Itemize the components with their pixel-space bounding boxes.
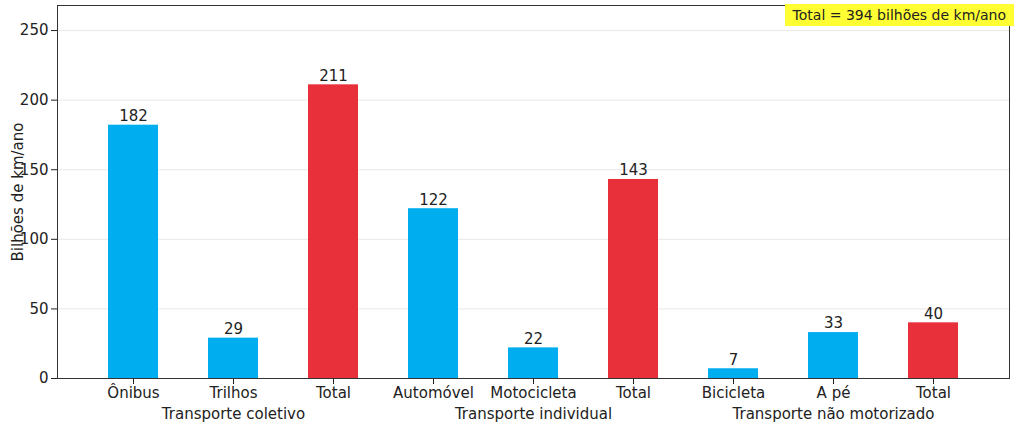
svg-text:Transporte coletivo: Transporte coletivo [161,405,305,423]
svg-text:122: 122 [419,191,448,209]
svg-text:Bilhões de km/ano: Bilhões de km/ano [9,123,27,262]
svg-text:211: 211 [319,67,348,85]
svg-text:A pé: A pé [817,384,851,402]
svg-text:Transporte individual: Transporte individual [454,405,612,423]
svg-text:50: 50 [29,300,48,318]
svg-text:Total: Total [615,384,651,402]
svg-text:100: 100 [19,230,49,249]
svg-text:143: 143 [619,161,648,179]
svg-text:Total: Total [915,384,951,402]
svg-text:Bicicleta: Bicicleta [702,384,766,402]
svg-text:29: 29 [224,320,243,338]
svg-text:0: 0 [39,369,49,387]
svg-text:Motocicleta: Motocicleta [490,384,576,402]
svg-text:22: 22 [524,330,543,348]
svg-text:Trilhos: Trilhos [209,384,258,402]
svg-text:200: 200 [20,91,49,109]
svg-text:Total: Total [315,384,351,402]
html-text:Total = 394 bilhões de km/ano: Total = 394 bilhões de km/ano [792,7,1006,23]
svg-text:40: 40 [924,305,943,323]
svg-text:7: 7 [729,351,739,369]
svg-text:Automóvel: Automóvel [393,384,474,402]
svg-text:182: 182 [119,107,148,125]
svg-text:150: 150 [19,160,49,179]
svg-text:Transporte não motorizado: Transporte não motorizado [732,405,935,423]
svg-text:Ônibus: Ônibus [107,383,160,402]
svg-text:33: 33 [824,314,843,332]
svg-text:250: 250 [20,21,49,39]
